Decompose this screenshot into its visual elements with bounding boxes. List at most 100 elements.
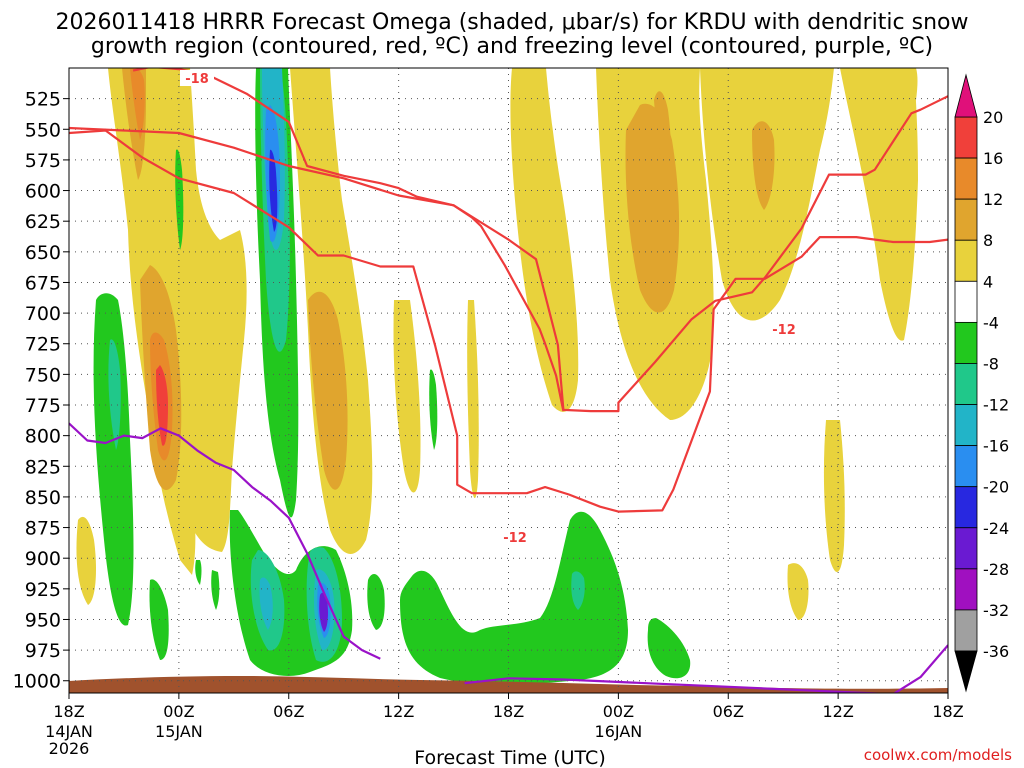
colorbar-swatch bbox=[954, 486, 978, 529]
y-tick-label: 800 bbox=[25, 426, 61, 448]
colorbar-swatch bbox=[954, 280, 978, 323]
freezing-level-contour bbox=[464, 644, 948, 693]
x-tick-label: 12Z bbox=[383, 702, 414, 721]
colorbar-swatch bbox=[954, 404, 978, 447]
x-tick-label: 18Z bbox=[493, 702, 524, 721]
omega-region-negative bbox=[195, 560, 202, 585]
x-tick-date: 15JAN bbox=[155, 722, 203, 741]
y-tick-label: 700 bbox=[25, 303, 61, 325]
omega-region-positive bbox=[393, 300, 421, 493]
colorbar-label: 16 bbox=[983, 149, 1003, 168]
x-tick-label: 00Z bbox=[163, 702, 194, 721]
contour-label-minus18: -18 bbox=[185, 72, 209, 87]
colorbar-label: 12 bbox=[983, 190, 1003, 209]
y-tick-label: 775 bbox=[25, 395, 61, 417]
omega-region-negative bbox=[367, 574, 385, 630]
x-tick-year: 2026 bbox=[49, 739, 90, 758]
omega-region-negative bbox=[571, 571, 585, 610]
y-tick-label: 600 bbox=[25, 181, 61, 203]
y-tick-label: 975 bbox=[25, 640, 61, 662]
omega-region-negative bbox=[400, 511, 628, 685]
x-tick-label: 12Z bbox=[822, 702, 853, 721]
y-tick-label: 575 bbox=[25, 150, 61, 172]
y-tick-label: 725 bbox=[25, 334, 61, 356]
colorbar-label: -36 bbox=[983, 642, 1009, 661]
omega-region-negative bbox=[211, 570, 220, 610]
watermark: coolwx.com/models bbox=[864, 746, 1012, 764]
omega-region-positive bbox=[510, 68, 579, 412]
colorbar-label: -16 bbox=[983, 437, 1009, 456]
colorbar-label: -24 bbox=[983, 519, 1009, 538]
colorbar-label: -12 bbox=[983, 396, 1009, 415]
freezing-level-contour bbox=[69, 422, 381, 660]
omega-region-positive bbox=[840, 68, 918, 341]
y-tick-label: 625 bbox=[25, 211, 61, 233]
colorbar-swatch bbox=[954, 116, 978, 159]
x-tick-label: 06Z bbox=[273, 702, 304, 721]
colorbar-swatch bbox=[954, 198, 978, 241]
dgz-isotherm-contour bbox=[69, 129, 948, 513]
colorbar-label: 20 bbox=[983, 108, 1003, 127]
colorbar: 20 16 12 8 4 -4 -8 -12 -16 -20 -24 -28 -32 -36 bbox=[954, 73, 1009, 693]
colorbar-swatch bbox=[954, 609, 978, 652]
y-tick-label: 1000 bbox=[13, 671, 61, 693]
colorbar-label: -28 bbox=[983, 560, 1009, 579]
y-tick-label: 825 bbox=[25, 456, 61, 478]
grid bbox=[68, 68, 949, 693]
x-tick-label: 00Z bbox=[603, 702, 634, 721]
omega-region-negative bbox=[647, 618, 691, 679]
y-tick-label: 925 bbox=[25, 579, 61, 601]
y-tick-label: 900 bbox=[25, 548, 61, 570]
y-tick-label: 525 bbox=[25, 89, 61, 111]
colorbar-swatch bbox=[954, 527, 978, 570]
omega-shading bbox=[76, 68, 918, 685]
omega-region-positive bbox=[120, 68, 247, 552]
colorbar-bottom-arrow bbox=[954, 650, 978, 693]
omega-region-positive bbox=[752, 121, 775, 210]
contour-label-minus12: -12 bbox=[772, 323, 796, 338]
contour-label-minus12: -12 bbox=[503, 531, 527, 546]
x-tick-label: 18Z bbox=[932, 702, 963, 721]
omega-region-positive bbox=[467, 300, 479, 499]
dgz-isotherm-contour bbox=[69, 95, 948, 413]
plot-area: -18 -12 -12 bbox=[68, 67, 949, 694]
colorbar-top-arrow bbox=[954, 73, 978, 118]
omega-region-positive bbox=[130, 68, 145, 140]
x-tick-label: 06Z bbox=[713, 702, 744, 721]
x-tick-label: 18Z bbox=[53, 702, 84, 721]
colorbar-label: -8 bbox=[983, 354, 999, 373]
colorbar-swatch bbox=[954, 157, 978, 200]
x-tick-date: 16JAN bbox=[595, 722, 643, 741]
y-tick-label: 550 bbox=[25, 119, 61, 141]
y-tick-label: 675 bbox=[25, 272, 61, 294]
y-tick-label: 850 bbox=[25, 487, 61, 509]
omega-region-negative bbox=[259, 577, 273, 630]
omega-region-positive bbox=[308, 291, 348, 490]
chart-title-line1: 2026011418 HRRR Forecast Omega (shaded, … bbox=[56, 10, 969, 35]
colorbar-label: 8 bbox=[983, 231, 993, 250]
colorbar-label: -32 bbox=[983, 601, 1009, 620]
omega-region-positive bbox=[787, 563, 809, 620]
colorbar-swatch bbox=[954, 239, 978, 282]
y-tick-label: 875 bbox=[25, 518, 61, 540]
y-axis: 525 550 575 600 625 650 675 700 725 750 775 800 825 8… bbox=[13, 89, 69, 693]
chart-title-line2: growth region (contoured, red, ºC) and f… bbox=[91, 34, 933, 59]
colorbar-swatch bbox=[954, 568, 978, 611]
y-tick-label: 650 bbox=[25, 242, 61, 264]
omega-region-negative bbox=[319, 592, 328, 632]
omega-region-positive bbox=[906, 68, 918, 103]
omega-region-positive bbox=[823, 420, 845, 572]
x-tick-date: 14JAN bbox=[45, 722, 93, 741]
omega-region-positive bbox=[654, 91, 671, 180]
omega-region-positive bbox=[156, 365, 168, 446]
colorbar-swatch bbox=[954, 363, 978, 405]
contour-labels: -18 -12 -12 bbox=[180, 70, 801, 546]
omega-region-positive bbox=[76, 516, 96, 605]
omega-region-negative bbox=[175, 149, 184, 250]
omega-region-negative bbox=[108, 339, 121, 450]
colorbar-swatch bbox=[954, 321, 978, 364]
colorbar-label: 4 bbox=[983, 272, 993, 291]
colorbar-swatch bbox=[954, 445, 978, 488]
y-tick-label: 750 bbox=[25, 364, 61, 386]
